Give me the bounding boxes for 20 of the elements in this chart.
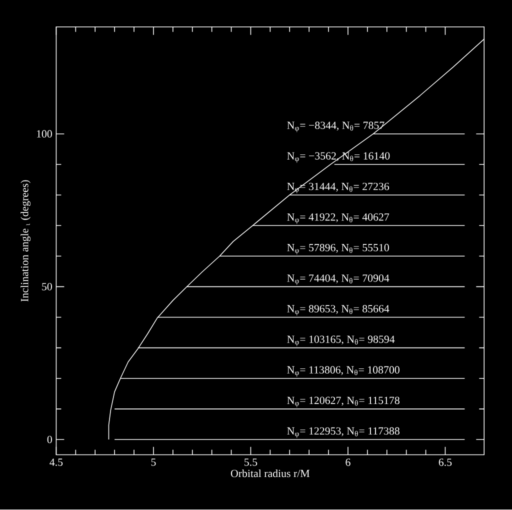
annotation: N$_{φ}$= 113806, N$_{θ}$= 108700	[287, 366, 400, 377]
x-tick-label: 6	[346, 458, 350, 466]
annotation: N$_{φ}$= 120627, N$_{θ}$= 115178	[287, 396, 400, 408]
y-tick-label: 0	[47, 436, 52, 444]
x-axis-title: Orbital radius r/M	[230, 470, 310, 478]
x-tick-label: 6.5	[438, 458, 452, 466]
x-tick-label: 5	[151, 458, 156, 466]
annotation: N$_{φ}$= 89653, N$_{θ}$= 85664	[287, 305, 390, 316]
x-tick-label: 5.5	[244, 458, 258, 466]
annotation: N$_{φ}$= −8344, N$_{θ}$= 7857	[287, 122, 384, 132]
annotation: N$_{φ}$= 41922, N$_{θ}$= 40627	[287, 214, 390, 224]
y-axis-title: Inclination angle $_{ι}$ (degrees)	[20, 180, 31, 302]
annotation: N$_{φ}$= −3562, N$_{θ}$= 16140	[287, 152, 390, 163]
annotation: N$_{φ}$= 122953, N$_{θ}$= 117388	[287, 428, 400, 438]
y-tick-label: 100	[36, 130, 52, 138]
y-tick-label: 50	[42, 283, 52, 291]
annotation: N$_{φ}$= 57896, N$_{θ}$= 55510	[287, 244, 389, 255]
x-tick-label: 4.5	[50, 458, 63, 466]
annotation: N$_{φ}$= 74404, N$_{θ}$= 70904	[287, 274, 390, 286]
annotation: N$_{φ}$= 103165, N$_{θ}$= 98594	[287, 336, 395, 346]
